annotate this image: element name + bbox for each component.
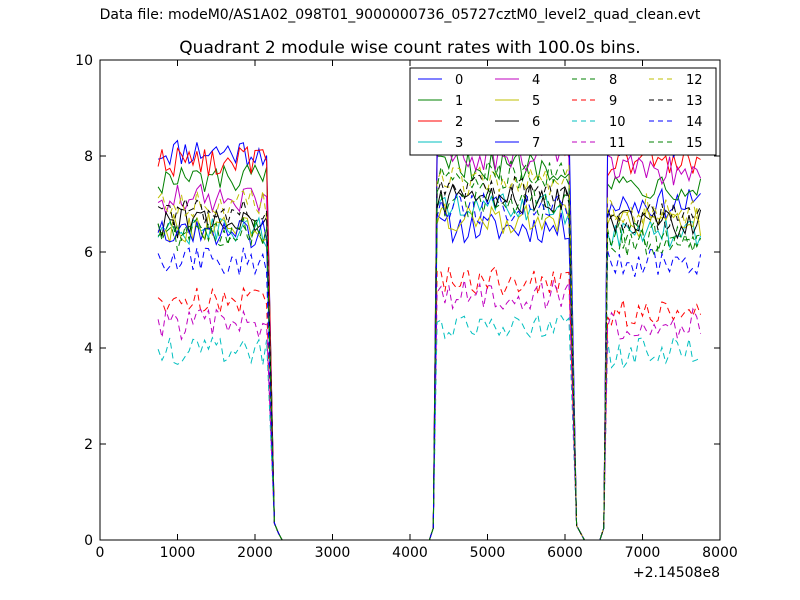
series-line-7	[157, 102, 701, 541]
legend-label-13: 13	[686, 94, 703, 109]
legend-label-15: 15	[686, 136, 703, 151]
x-tick-label: 0	[96, 545, 105, 561]
x-tick-label: 8000	[702, 545, 738, 561]
x-tick-label: 2000	[237, 545, 273, 561]
legend-label-12: 12	[686, 73, 703, 88]
chart-title: Quadrant 2 module wise count rates with …	[179, 38, 640, 58]
legend-label-14: 14	[686, 115, 703, 130]
suptitle: Data file: modeM0/AS1A02_098T01_90000007…	[99, 7, 701, 23]
x-tick-label: 4000	[392, 545, 428, 561]
series-line-5	[157, 202, 702, 541]
legend-label-5: 5	[532, 94, 540, 109]
legend-label-8: 8	[609, 73, 617, 88]
y-tick-label: 4	[84, 341, 93, 357]
series-line-0	[157, 139, 701, 541]
series-line-1	[157, 151, 702, 541]
x-tick-label: 7000	[625, 545, 661, 561]
legend-label-1: 1	[455, 94, 463, 109]
legend-label-7: 7	[532, 136, 540, 151]
series-line-9	[157, 265, 702, 541]
series-line-15	[157, 160, 701, 541]
legend-box	[409, 67, 717, 156]
series-line-14	[157, 191, 702, 541]
legend-label-6: 6	[532, 115, 540, 130]
y-tick-label: 10	[75, 53, 93, 69]
legend-label-4: 4	[532, 73, 540, 88]
series-line-2	[157, 125, 701, 541]
y-tick-label: 8	[84, 149, 93, 165]
series-line-11	[157, 279, 702, 541]
series-line-13	[157, 174, 702, 541]
series-line-8	[157, 187, 702, 541]
x-tick-label: 1000	[160, 545, 196, 561]
legend-label-10: 10	[609, 115, 626, 130]
series-line-6	[157, 183, 702, 541]
x-offset-label: +2.14508e8	[633, 565, 720, 581]
legend-label-11: 11	[609, 136, 626, 151]
series-line-10	[157, 313, 701, 541]
x-tick-label: 5000	[470, 545, 506, 561]
legend-label-0: 0	[455, 73, 463, 88]
legend-label-2: 2	[455, 115, 463, 130]
y-tick-label: 0	[84, 533, 93, 549]
x-tick-label: 3000	[315, 545, 351, 561]
series-line-3	[157, 193, 702, 541]
y-tick-label: 2	[84, 437, 93, 453]
series-layer	[157, 102, 702, 541]
legend-label-3: 3	[455, 136, 463, 151]
legend-label-9: 9	[609, 94, 617, 109]
series-line-4	[157, 140, 702, 541]
y-tick-label: 6	[84, 245, 93, 261]
x-tick-label: 6000	[547, 545, 583, 561]
